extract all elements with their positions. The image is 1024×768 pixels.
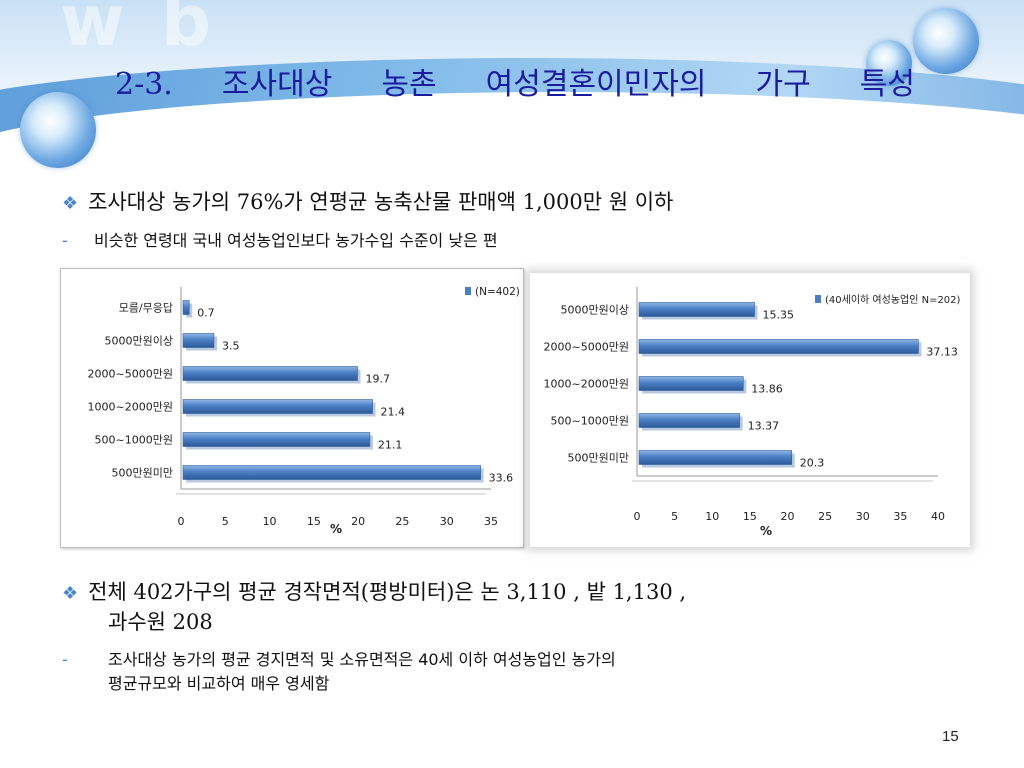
bubble-right-small xyxy=(866,40,912,86)
tick-label: 20 xyxy=(351,515,365,528)
chart-left-svg: 모름/무응답 0.7 5000만원이상 3.5 2000~5000만원 19.7 1000~… xyxy=(88,286,520,536)
bullet-sub-2-cont: 평균규모와 비교하여 매우 영세함 xyxy=(108,670,329,694)
category-label: 500만원미만 xyxy=(112,467,173,480)
category-label: 500~1000만원 xyxy=(95,434,173,447)
chart-right: 5000만원이상 15.35 2000~5000만원 37.13 1000~2000만원… xyxy=(530,273,970,547)
bullet-main-2-line1: 전체 402가구의 평균 경작면적(평방미터)은 논 3,110 , 밭 1,1… xyxy=(88,580,687,604)
tick-label: 10 xyxy=(263,515,277,528)
dash-bullet-icon: - xyxy=(62,231,68,250)
tick-label: 20 xyxy=(781,510,795,523)
tick-label: 25 xyxy=(818,510,832,523)
bullet-sub-1-text: 비슷한 연령대 국내 여성농업인보다 농가수입 수준이 낮은 편 xyxy=(94,231,498,250)
value-label: 21.1 xyxy=(378,439,403,452)
bar xyxy=(182,465,481,480)
value-label: 20.3 xyxy=(800,457,825,470)
axis-label: % xyxy=(330,522,342,536)
category-label: 2000~5000만원 xyxy=(88,368,173,381)
bullet-main-1-text: 조사대상 농가의 76%가 연평균 농축산물 판매액 1,000만 원 이하 xyxy=(88,190,674,214)
tick-label: 0 xyxy=(634,510,641,523)
value-label: 21.4 xyxy=(381,406,406,419)
category-label: 500만원미만 xyxy=(568,452,629,465)
axis-label: % xyxy=(760,524,772,538)
dash-bullet-icon: - xyxy=(62,650,68,669)
tick-label: 15 xyxy=(307,515,321,528)
category-label: 1000~2000만원 xyxy=(544,378,629,391)
bar xyxy=(638,302,755,317)
chart-left: 모름/무응답 0.7 5000만원이상 3.5 2000~5000만원 19.7 1000~… xyxy=(60,268,524,548)
value-label: 13.37 xyxy=(748,420,780,433)
category-label: 5000만원이상 xyxy=(561,304,629,317)
bar xyxy=(182,432,371,447)
legend-label: (N=402) xyxy=(475,286,520,298)
bubble-right-top xyxy=(913,8,979,74)
tick-label: 5 xyxy=(671,510,678,523)
bullet-main-2: ❖ 전체 402가구의 평균 경작면적(평방미터)은 논 3,110 , 밭 1,… xyxy=(62,576,686,606)
diamond-bullet-icon: ❖ xyxy=(62,583,79,604)
legend-swatch xyxy=(465,287,471,295)
bar xyxy=(182,300,190,315)
value-label: 15.35 xyxy=(763,309,795,322)
chart-right-svg: 5000만원이상 15.35 2000~5000만원 37.13 1000~2000만원… xyxy=(544,287,961,538)
bar xyxy=(638,413,740,428)
category-label: 2000~5000만원 xyxy=(544,341,629,354)
header-watermark: w b xyxy=(60,0,218,62)
tick-label: 25 xyxy=(395,515,409,528)
tick-label: 30 xyxy=(856,510,870,523)
category-label: 모름/무응답 xyxy=(119,302,173,315)
tick-label: 5 xyxy=(222,515,229,528)
value-label: 37.13 xyxy=(926,346,958,359)
value-label: 3.5 xyxy=(222,340,240,353)
category-label: 500~1000만원 xyxy=(551,415,629,428)
value-label: 19.7 xyxy=(365,373,390,386)
bullet-main-2-line2: 과수원 208 xyxy=(108,610,213,634)
bar xyxy=(182,399,373,414)
bullet-sub-2-line1: 조사대상 농가의 평균 경지면적 및 소유면적은 40세 이하 여성농업인 농가… xyxy=(108,650,616,669)
bullet-main-1: ❖ 조사대상 농가의 76%가 연평균 농축산물 판매액 1,000만 원 이하 xyxy=(62,186,673,216)
page-number: 15 xyxy=(942,728,959,745)
bullet-main-2-cont: 과수원 208 xyxy=(108,606,213,636)
bar xyxy=(182,333,215,348)
tick-label: 0 xyxy=(178,515,185,528)
bubble-large-left xyxy=(20,92,96,168)
tick-label: 35 xyxy=(893,510,907,523)
page-title: 2-3. 조사대상 농촌 여성결혼이민자의 가구 특성 xyxy=(115,67,915,102)
header-background: w b xyxy=(0,0,1024,170)
value-label: 33.6 xyxy=(489,472,513,485)
legend-swatch xyxy=(815,295,821,303)
bar xyxy=(182,366,358,381)
bar xyxy=(638,376,744,391)
tick-label: 40 xyxy=(931,510,945,523)
value-label: 0.7 xyxy=(197,307,215,320)
legend-label: (40세이하 여성농업인 N=202) xyxy=(825,293,961,306)
value-label: 13.86 xyxy=(751,383,783,396)
bullet-sub-2-line2: 평균규모와 비교하여 매우 영세함 xyxy=(108,674,330,693)
category-label: 1000~2000만원 xyxy=(88,401,173,414)
tick-label: 10 xyxy=(705,510,719,523)
diamond-bullet-icon: ❖ xyxy=(62,193,79,214)
bar xyxy=(638,339,919,354)
bullet-sub-2: - 조사대상 농가의 평균 경지면적 및 소유면적은 40세 이하 여성농업인 농… xyxy=(62,646,616,670)
bar xyxy=(638,450,793,465)
tick-label: 35 xyxy=(484,515,498,528)
tick-label: 30 xyxy=(440,515,454,528)
category-label: 5000만원이상 xyxy=(105,335,173,348)
bullet-sub-1: - 비슷한 연령대 국내 여성농업인보다 농가수입 수준이 낮은 편 xyxy=(62,227,498,251)
tick-label: 15 xyxy=(743,510,757,523)
